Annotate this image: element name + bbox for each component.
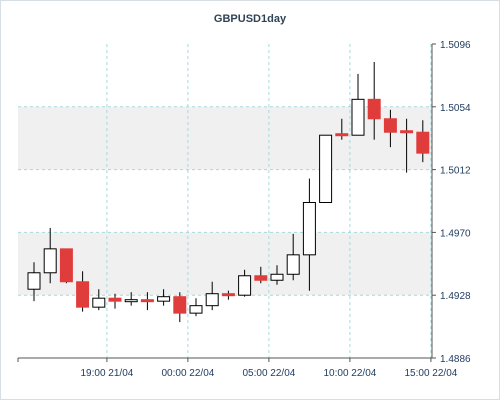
y-tick-label: 1.4886 xyxy=(440,354,471,365)
candle-body xyxy=(383,118,397,133)
x-tick-label: 00:00 22/04 xyxy=(161,368,214,379)
candle-body xyxy=(173,296,187,314)
candle xyxy=(140,292,154,311)
candle xyxy=(270,265,284,285)
candle xyxy=(335,118,349,140)
candle xyxy=(302,178,316,291)
candle-body xyxy=(367,98,381,120)
candle xyxy=(400,118,414,173)
y-tick-label: 1.5096 xyxy=(440,40,471,51)
candle xyxy=(367,61,381,140)
candle-body xyxy=(319,134,333,203)
y-tick-label: 1.4928 xyxy=(440,291,471,302)
candle-body xyxy=(254,275,268,281)
y-tick-labels: 1.5096 1.5054 1.5012 1.4970 1.4928 1.4886 xyxy=(440,40,471,365)
candle-body xyxy=(400,130,414,134)
candle-body xyxy=(238,275,252,296)
candle-body xyxy=(157,296,171,302)
background-bands xyxy=(18,106,432,296)
candle-body xyxy=(59,248,73,283)
x-tick-label: 15:00 22/04 xyxy=(404,368,457,379)
x-tick-label: 19:00 21/04 xyxy=(80,368,133,379)
candle-body xyxy=(205,293,219,307)
x-tick-labels: 19:00 21/04 00:00 22/04 05:00 22/04 10:00 2… xyxy=(80,368,457,379)
candle xyxy=(238,269,252,297)
chart-title: GBPUSD1day xyxy=(214,13,287,25)
candle-body xyxy=(108,297,122,302)
candle xyxy=(416,120,430,163)
grid-lines xyxy=(18,44,432,358)
axes xyxy=(17,43,436,362)
candle xyxy=(383,109,397,148)
candle-body xyxy=(416,131,430,154)
candle xyxy=(43,227,57,284)
candle xyxy=(76,271,90,312)
candle-body xyxy=(335,133,349,137)
candle xyxy=(205,281,219,311)
candle xyxy=(59,248,73,284)
candle xyxy=(124,292,138,306)
candle xyxy=(189,298,203,317)
candle xyxy=(108,293,122,309)
y-tick-label: 1.5012 xyxy=(440,166,471,177)
candle-body xyxy=(92,297,106,308)
candle xyxy=(319,134,333,203)
candle-body xyxy=(43,248,57,274)
candle-body xyxy=(189,305,203,314)
candle-body xyxy=(302,201,316,256)
candle xyxy=(221,290,235,300)
candle xyxy=(254,266,268,284)
candle-body xyxy=(286,254,300,275)
candle-body xyxy=(270,273,284,281)
candle-body xyxy=(124,299,138,303)
candle-body xyxy=(351,98,365,136)
y-tick-label: 1.4970 xyxy=(440,228,471,239)
y-tick-label: 1.5054 xyxy=(440,103,471,114)
candle xyxy=(92,289,106,311)
candle xyxy=(27,262,41,302)
candle xyxy=(173,292,187,323)
candle xyxy=(286,233,300,281)
candle-body xyxy=(76,281,90,308)
candle-body xyxy=(221,293,235,297)
candle-body xyxy=(140,299,154,303)
candle xyxy=(157,289,171,306)
candle-body xyxy=(27,272,41,290)
x-tick-label: 10:00 22/04 xyxy=(323,368,376,379)
candle xyxy=(351,73,365,136)
x-tick-label: 05:00 22/04 xyxy=(242,368,295,379)
candles xyxy=(27,61,430,323)
